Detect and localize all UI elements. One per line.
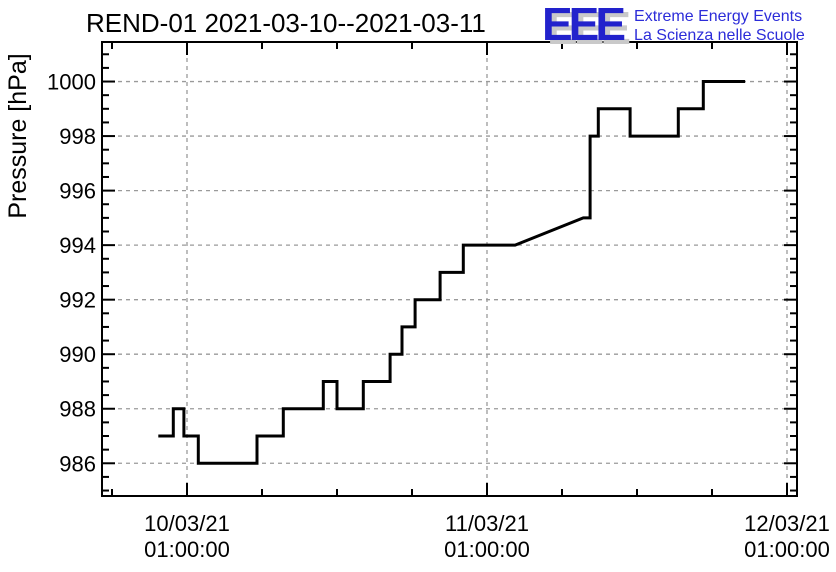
pressure-curve	[158, 80, 746, 465]
y-tick-label: 990	[59, 342, 96, 367]
y-tick-label: 1000	[47, 70, 96, 95]
tick-label-layer: 986988990992994996998100010/03/2101:00:0…	[47, 70, 830, 562]
y-tick-label: 992	[59, 288, 96, 313]
y-axis-title: Pressure [hPa]	[4, 53, 32, 218]
eee-logo-line2: La Scienza nelle Scuole	[634, 27, 805, 44]
eee-logo: EEE Extreme Energy Events La Scienza nel…	[542, 0, 805, 50]
plot-frame	[101, 41, 798, 497]
y-tick-label: 986	[59, 451, 96, 476]
x-tick-label-time: 01:00:00	[144, 537, 230, 562]
eee-logo-text: Extreme Energy Events La Scienza nelle S…	[634, 2, 805, 45]
y-tick-label: 994	[59, 233, 96, 258]
x-tick-label-date: 11/03/21	[445, 511, 529, 536]
y-tick-label: 996	[59, 179, 96, 204]
x-tick-label-time: 01:00:00	[444, 537, 530, 562]
x-tick-label-time: 01:00:00	[744, 537, 830, 562]
eee-logo-line1: Extreme Energy Events	[634, 8, 803, 25]
chart-title: REND-01 2021-03-10--2021-03-11	[86, 8, 486, 38]
y-tick-label: 998	[59, 124, 96, 149]
tick-layer	[102, 42, 797, 496]
x-tick-label-date: 10/03/21	[144, 511, 230, 536]
x-tick-label-date: 12/03/21	[744, 511, 830, 536]
eee-logo-acronym: EEE	[542, 0, 626, 50]
y-tick-label: 988	[59, 397, 96, 422]
